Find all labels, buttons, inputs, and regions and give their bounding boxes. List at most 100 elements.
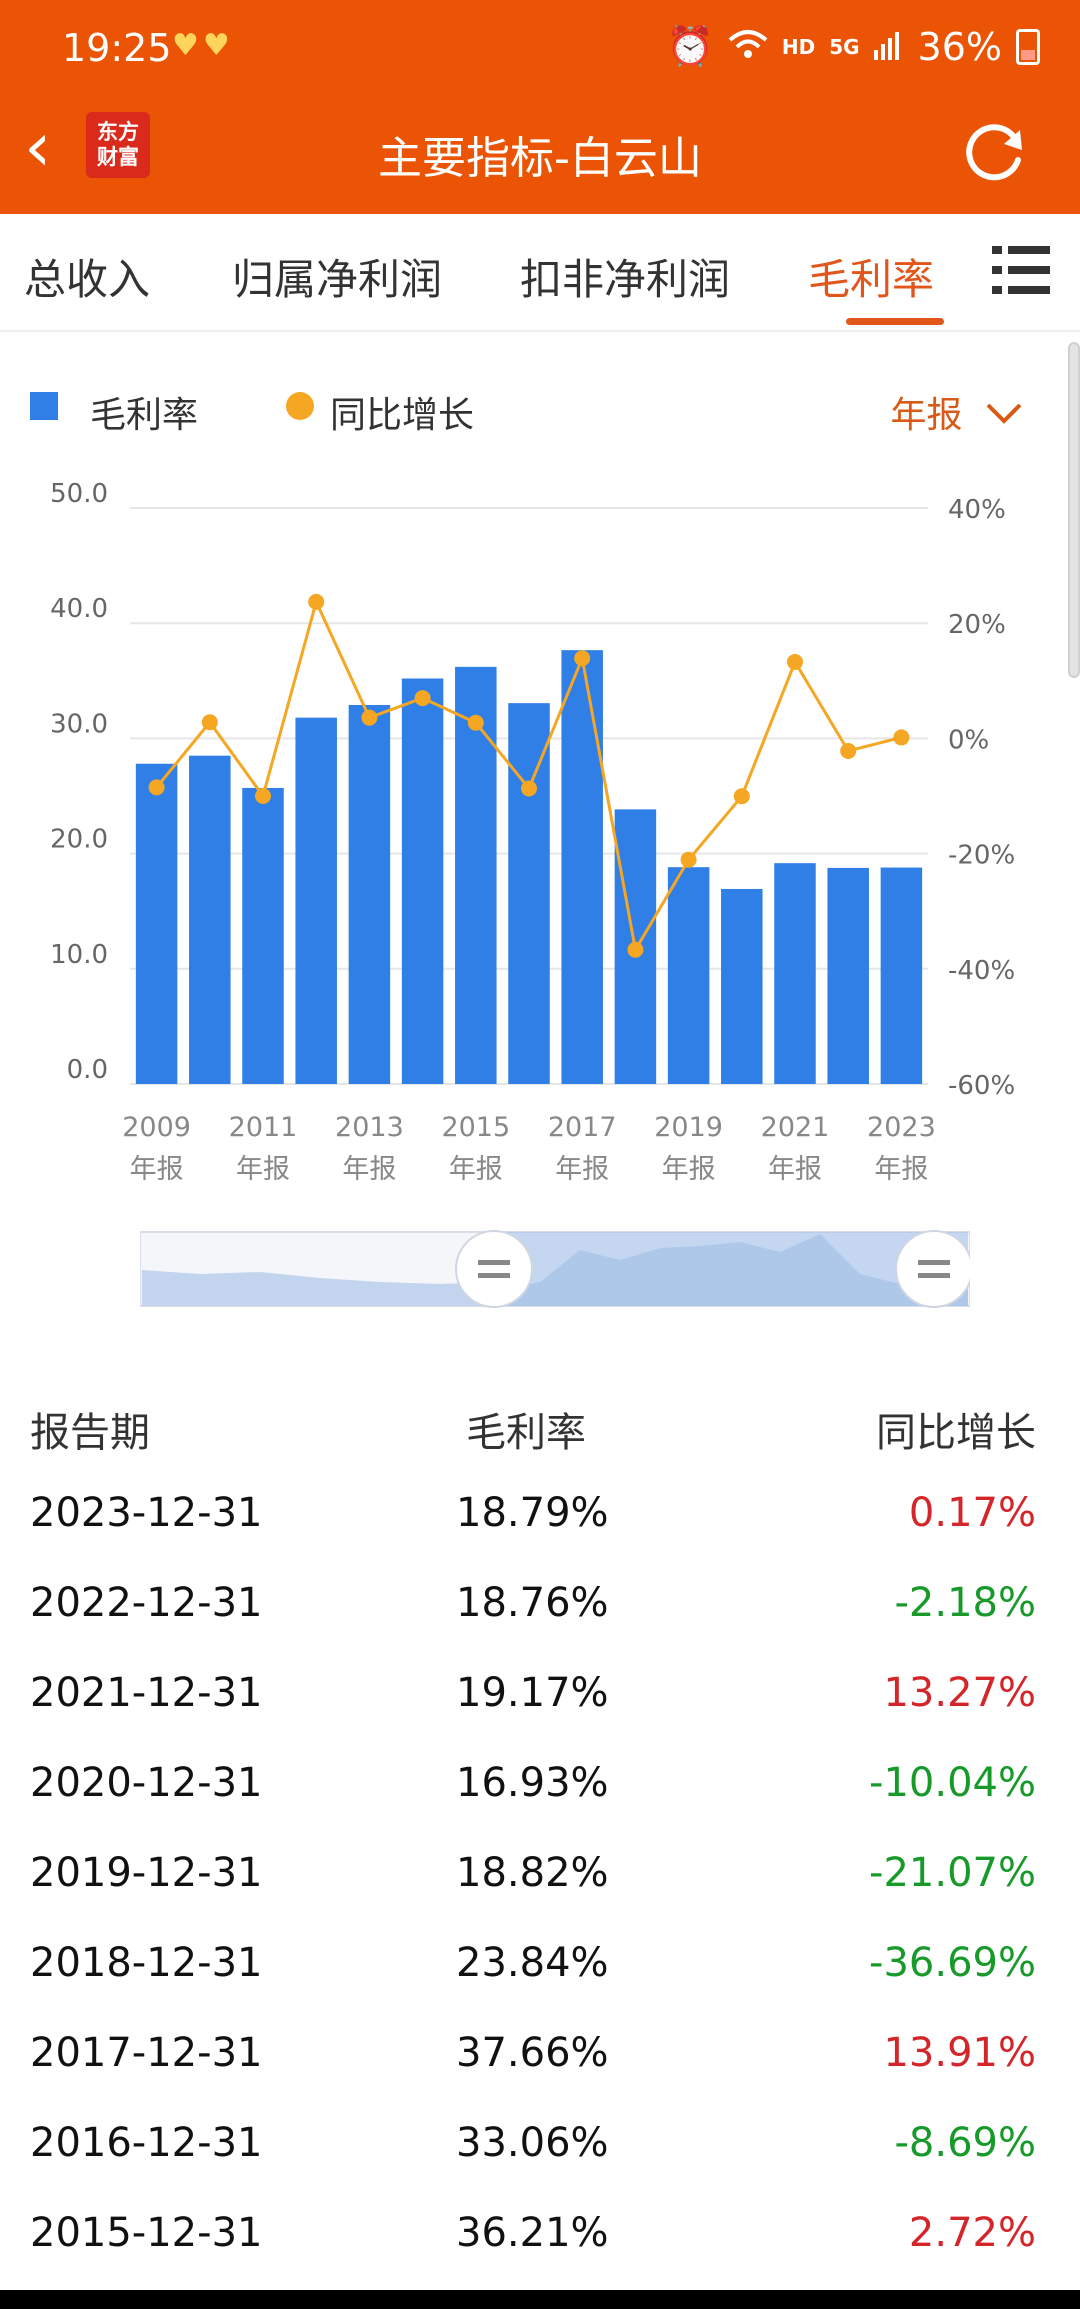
table-row: 2016-12-31 33.06% -8.69% — [0, 2120, 1080, 2210]
refresh-icon[interactable] — [960, 116, 1030, 186]
row-yoy: 13.27% — [883, 1670, 1036, 1716]
legend-line-label: 同比增长 — [330, 395, 475, 436]
row-date: 2020-12-31 — [30, 1760, 263, 1806]
table-row: 2019-12-31 18.82% -21.07% — [0, 1850, 1080, 1940]
y-left-tick-label: 10.0 — [50, 940, 108, 970]
bar — [721, 888, 763, 1084]
bar — [295, 717, 337, 1084]
row-margin: 37.66% — [456, 2030, 609, 2076]
row-date: 2021-12-31 — [30, 1670, 263, 1716]
hd-indicator: HD — [781, 34, 816, 59]
y-right-tick-label: 20% — [948, 610, 1006, 640]
table-row: 2017-12-31 37.66% 13.91% — [0, 2030, 1080, 2120]
back-arrow-icon[interactable]: ‹ — [24, 108, 52, 187]
slider-handle-left[interactable] — [455, 1230, 533, 1308]
network-indicator: 5G — [829, 34, 860, 59]
legend-line-marker — [286, 392, 314, 420]
tab-total-revenue[interactable]: 总收入 — [24, 255, 151, 304]
y-right-tick-label: -60% — [948, 1071, 1015, 1101]
row-margin: 18.79% — [456, 1490, 609, 1536]
row-yoy: 13.91% — [883, 2030, 1036, 2076]
bar — [508, 703, 550, 1084]
yoy-point — [467, 714, 484, 731]
y-left-tick-label: 50.0 — [50, 479, 108, 509]
x-tick-label: 2023 — [867, 1112, 936, 1143]
page-title: 主要指标-白云山 — [378, 133, 702, 184]
row-date: 2022-12-31 — [30, 1580, 263, 1626]
row-margin: 18.76% — [456, 1580, 609, 1626]
row-date: 2017-12-31 — [30, 2030, 263, 2076]
bar — [880, 867, 923, 1084]
row-yoy: 0.17% — [908, 1490, 1036, 1536]
yoy-point — [574, 650, 591, 667]
battery-icon — [1016, 28, 1040, 65]
y-right-tick-label: 40% — [948, 495, 1006, 525]
notification-hearts-icon: ♥♥ — [172, 28, 234, 63]
y-right-tick-label: 0% — [948, 725, 989, 755]
period-dropdown[interactable]: 年报 — [891, 386, 1024, 438]
row-margin: 18.82% — [456, 1850, 609, 1896]
yoy-point — [627, 941, 644, 958]
menu-list-icon[interactable] — [992, 242, 1050, 298]
row-date: 2016-12-31 — [30, 2120, 263, 2166]
row-date: 2023-12-31 — [30, 1490, 263, 1536]
x-tick-sublabel: 年报 — [130, 1154, 184, 1185]
row-yoy: -2.18% — [894, 1580, 1036, 1626]
gross-margin-chart: 50.0 40.0 30.0 20.0 10.0 0.0 40% 20% 0% -20% -40% -… — [50, 479, 1015, 1185]
battery-percent: 36% — [917, 24, 1002, 69]
status-time: 19:25 — [62, 26, 172, 70]
nav-bar: ‹ — [0, 100, 1080, 214]
active-tab-indicator — [846, 318, 944, 325]
header-period: 报告期 — [30, 1410, 150, 1456]
row-margin: 36.21% — [456, 2210, 609, 2256]
chart-legend: 毛利率 同比增长 年报 — [0, 380, 1080, 440]
bar — [827, 867, 869, 1084]
logo-line1: 东方 — [97, 119, 139, 144]
row-yoy: -21.07% — [869, 1850, 1036, 1896]
range-slider[interactable] — [140, 1224, 970, 1314]
indicator-tabs: 总收入 归属净利润 扣非净利润 毛利率 — [0, 214, 1080, 332]
x-tick-sublabel: 年报 — [555, 1154, 609, 1185]
row-margin: 16.93% — [456, 1760, 609, 1806]
page-scrollbar[interactable] — [1068, 342, 1080, 678]
header-gross-margin: 毛利率 — [466, 1410, 586, 1456]
y-left-tick-label: 20.0 — [50, 825, 108, 855]
bar — [401, 678, 444, 1084]
bar — [774, 863, 816, 1084]
status-icons: ⏰ HD 5G 36% — [667, 24, 1040, 69]
slider-handle-right[interactable] — [895, 1230, 970, 1308]
yoy-point — [680, 851, 697, 868]
bar — [667, 867, 710, 1084]
legend-bar-marker — [30, 392, 58, 420]
table-row: 2018-12-31 23.84% -36.69% — [0, 1940, 1080, 2030]
row-margin: 33.06% — [456, 2120, 609, 2166]
row-yoy: -8.69% — [894, 2120, 1036, 2166]
row-date: 2015-12-31 — [30, 2210, 263, 2256]
bar — [189, 755, 231, 1084]
period-value: 年报 — [890, 395, 963, 436]
bar — [242, 787, 284, 1084]
wifi-icon — [728, 25, 768, 69]
bar — [561, 650, 603, 1084]
tab-net-profit[interactable]: 归属净利润 — [232, 255, 443, 304]
tab-gross-margin[interactable]: 毛利率 — [808, 255, 935, 304]
table-row: 2023-12-31 18.79% 0.17% — [0, 1490, 1080, 1580]
yoy-point — [840, 742, 857, 759]
table-row: 2022-12-31 18.76% -2.18% — [0, 1580, 1080, 1670]
bar — [348, 704, 391, 1084]
row-yoy: -36.69% — [869, 1940, 1036, 1986]
slider-selection[interactable] — [492, 1232, 968, 1306]
row-margin: 19.17% — [456, 1670, 609, 1716]
yoy-point — [414, 690, 431, 707]
tab-deducted-net-profit[interactable]: 扣非净利润 — [520, 255, 731, 304]
x-tick-label: 2009 — [122, 1112, 191, 1143]
row-date: 2018-12-31 — [30, 1940, 263, 1986]
logo-line2: 财富 — [97, 145, 139, 169]
row-yoy: -10.04% — [869, 1760, 1036, 1806]
yoy-point — [521, 780, 537, 797]
status-bar: 19:25 ♥♥ ⏰ HD 5G 36% — [0, 0, 1080, 100]
x-tick-label: 2017 — [548, 1112, 617, 1143]
y-left-tick-label: 40.0 — [50, 594, 108, 624]
yoy-point — [361, 709, 378, 726]
bar — [135, 763, 178, 1084]
